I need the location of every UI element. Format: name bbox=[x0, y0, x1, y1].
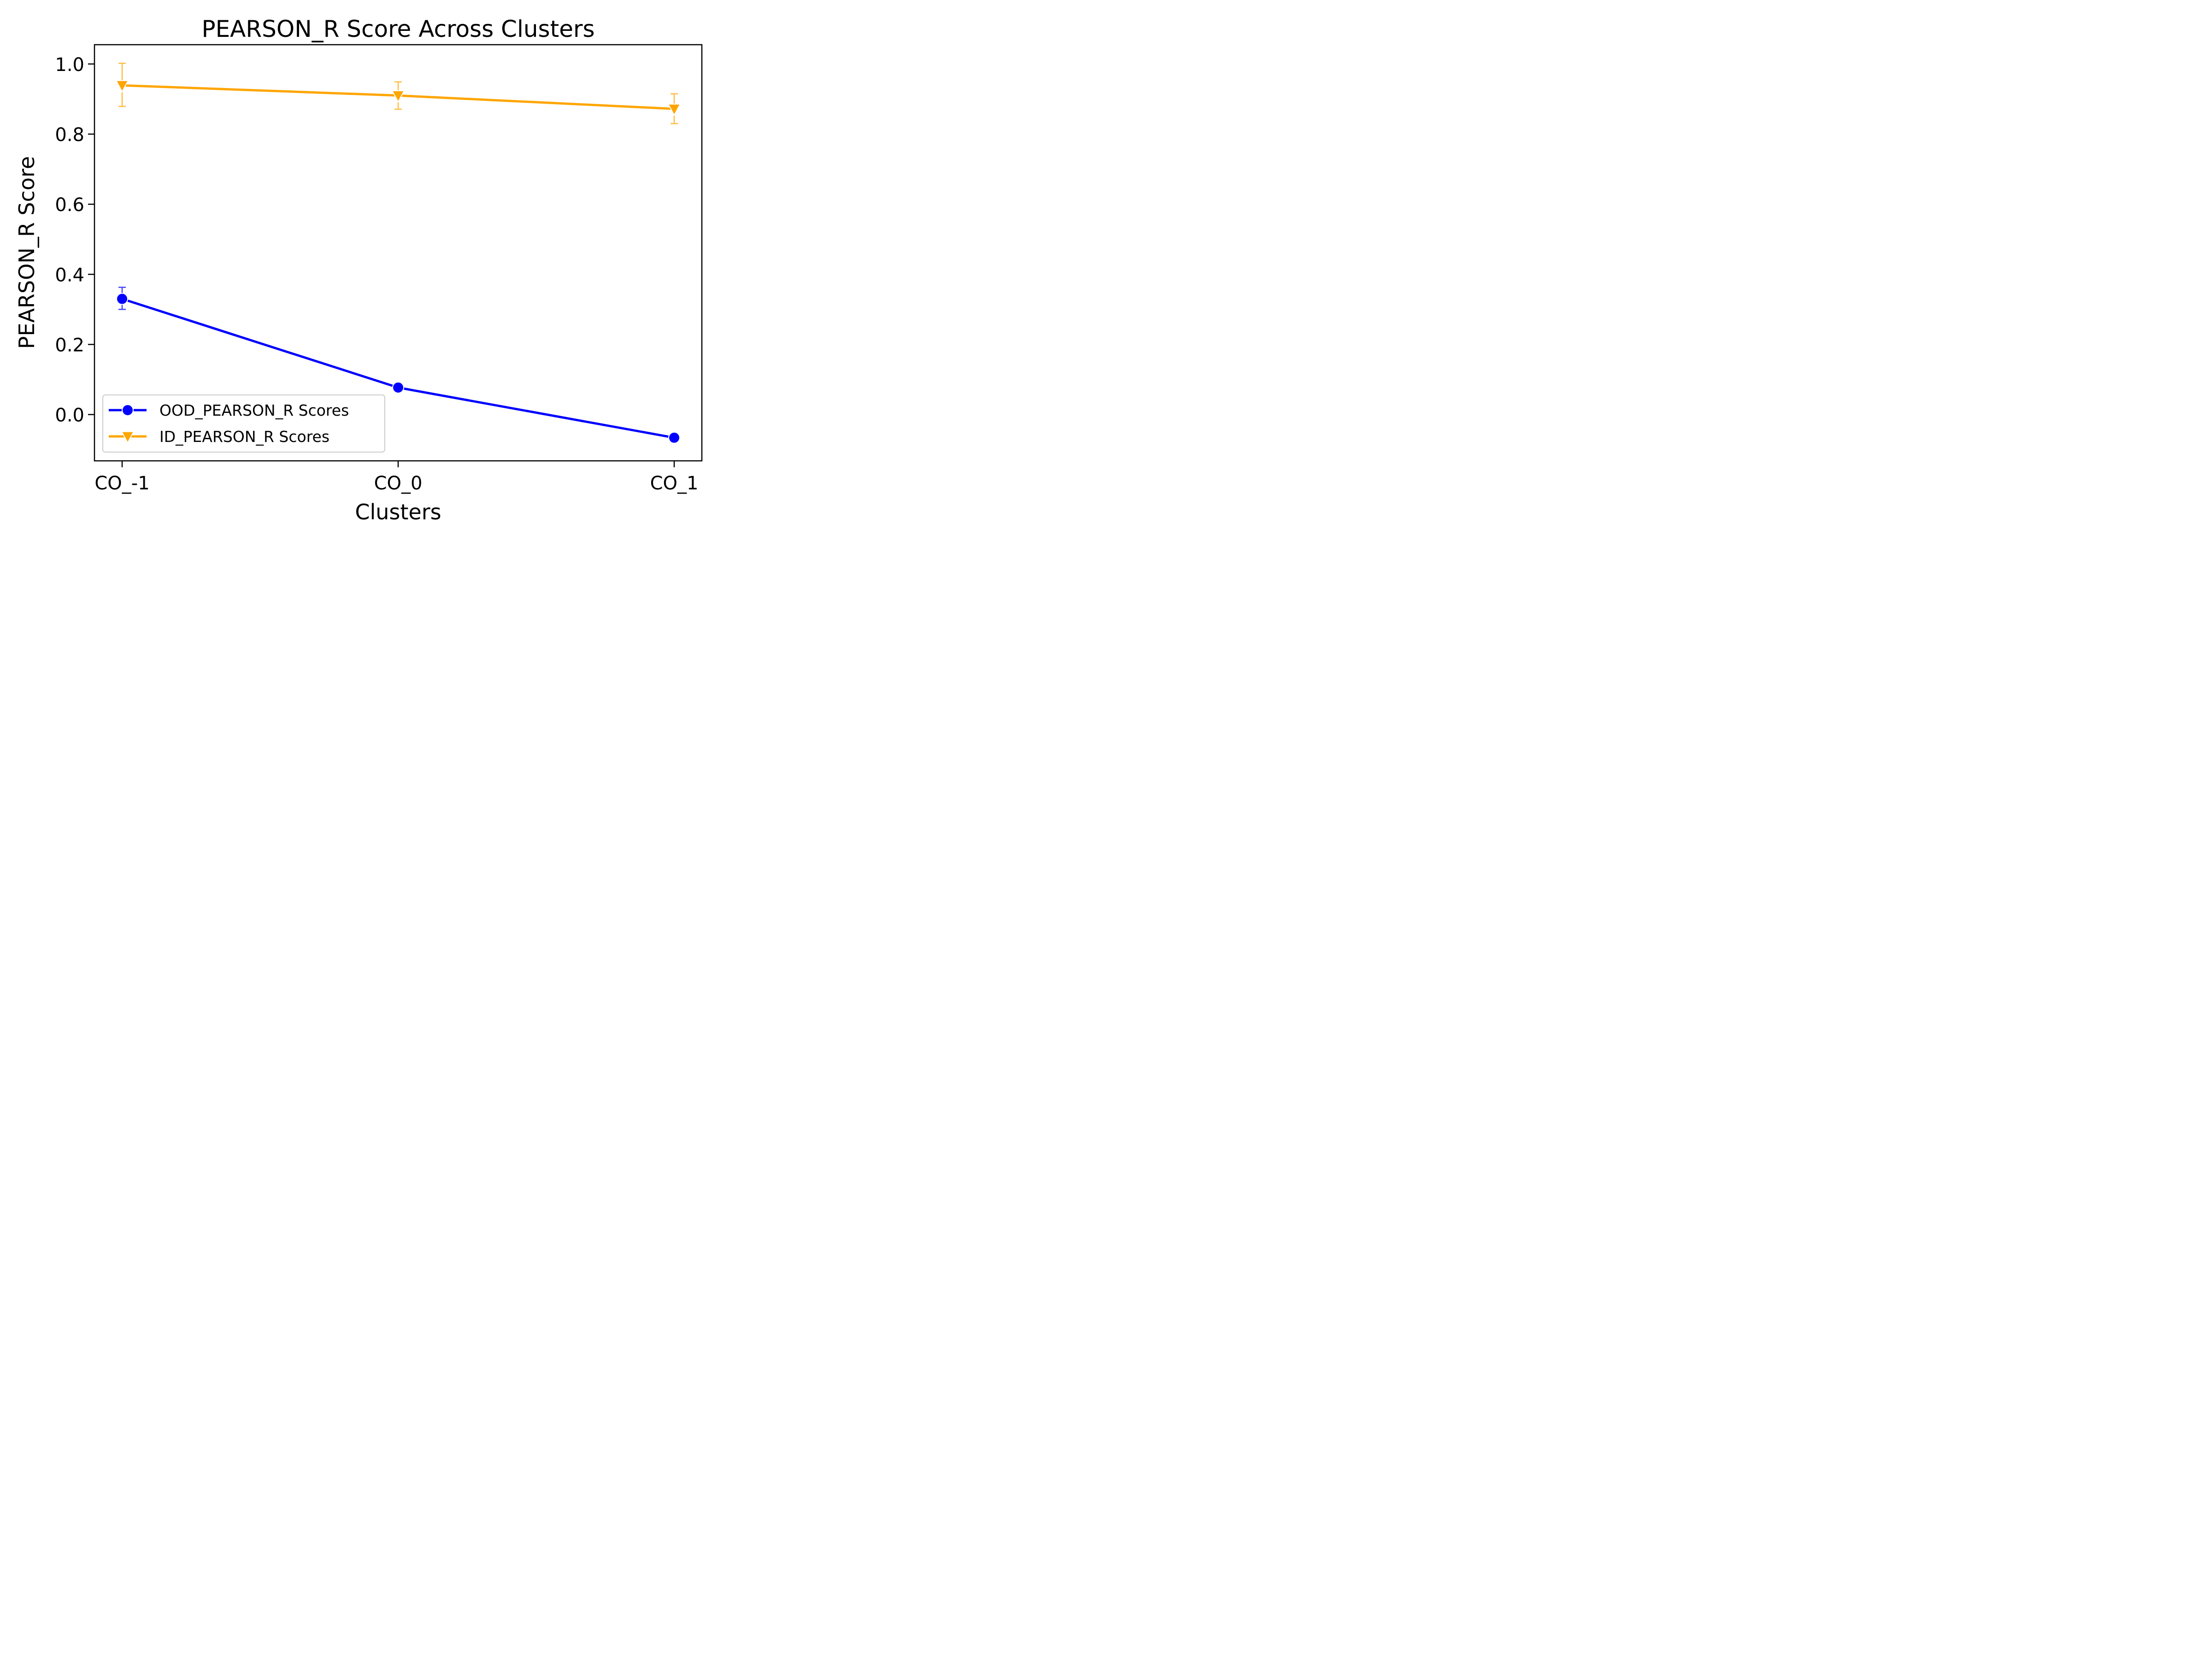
legend-entry: OOD_PEARSON_R Scores bbox=[109, 401, 349, 419]
y-tick-label: 0.4 bbox=[55, 265, 84, 286]
data-point bbox=[391, 90, 405, 103]
y-tick-label: 1.0 bbox=[55, 54, 84, 76]
legend-label: ID_PEARSON_R Scores bbox=[159, 428, 329, 446]
x-tick-label: CO_0 bbox=[374, 473, 423, 494]
series-1 bbox=[115, 63, 681, 124]
series-0 bbox=[116, 287, 680, 444]
data-point bbox=[392, 382, 404, 394]
x-axis-label: Clusters bbox=[355, 500, 441, 524]
legend-marker bbox=[122, 404, 134, 416]
legend-label: OOD_PEARSON_R Scores bbox=[159, 401, 349, 419]
data-point bbox=[668, 431, 680, 444]
y-axis-label: PEARSON_R Score bbox=[14, 156, 39, 349]
legend-box bbox=[102, 394, 385, 453]
y-tick-label: 0.2 bbox=[55, 335, 84, 356]
data-point bbox=[115, 80, 129, 93]
y-axis: 0.0 0.2 0.4 0.6 0.8 1.0 bbox=[55, 54, 94, 426]
y-tick-label: 0.0 bbox=[55, 405, 84, 426]
chart: PEARSON_R Score Across Clusters 0.00.20.… bbox=[14, 16, 703, 524]
plot-area bbox=[115, 63, 681, 444]
data-point bbox=[116, 293, 128, 305]
x-tick-label: CO_-1 bbox=[94, 473, 149, 494]
y-tick-label: 0.8 bbox=[55, 124, 84, 146]
legend-entry: ID_PEARSON_R Scores bbox=[109, 428, 329, 446]
legend: OOD_PEARSON_R Scores ID_PEARSON_R Scores bbox=[102, 394, 385, 453]
x-tick-label: CO_1 bbox=[650, 473, 699, 494]
chart-title: PEARSON_R Score Across Clusters bbox=[201, 16, 594, 42]
y-tick-label: 0.6 bbox=[55, 194, 84, 216]
data-point bbox=[667, 103, 681, 116]
x-axis: CO_-1 CO_0 CO_1 bbox=[94, 461, 698, 494]
legend-marker bbox=[121, 431, 135, 444]
